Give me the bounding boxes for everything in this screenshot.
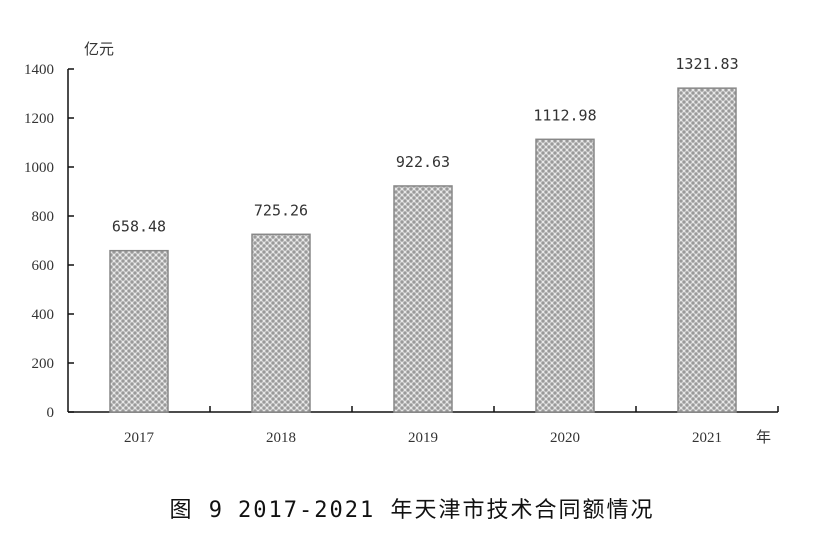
bar-2021: 1321.83 2021 (675, 55, 738, 446)
x-tick-label: 2018 (266, 430, 296, 446)
x-tick-label: 2017 (124, 430, 155, 446)
x-tick-label: 2020 (550, 430, 580, 446)
x-tick-label: 2021 (692, 430, 722, 446)
y-tick-label: 1400 (24, 62, 54, 78)
y-axis-unit-label: 亿元 (84, 40, 114, 58)
bar-2017: 658.48 2017 (109, 218, 169, 446)
y-unit-text: 亿元 (84, 40, 114, 58)
x-unit-text: 年 (756, 428, 771, 446)
bar-value-label: 658.48 (112, 218, 166, 236)
y-tick-label: 800 (32, 209, 55, 225)
bar-value-label: 725.26 (254, 201, 308, 219)
y-tick-label: 600 (32, 258, 55, 274)
y-tick-label: 1000 (24, 160, 54, 176)
figure-number: 图 9 (169, 498, 225, 523)
bar-2020: 1112.98 2020 (533, 106, 596, 446)
bar-value-label: 922.63 (396, 153, 450, 171)
bar-value-label: 1112.98 (533, 106, 596, 124)
y-tick-label: 400 (32, 307, 55, 323)
y-axis: 0 200 400 600 800 1000 1200 1400 (24, 62, 74, 421)
bar-2019: 922.63 2019 (393, 153, 453, 446)
y-tick-label: 1200 (24, 111, 54, 127)
bars: 658.48 2017 725.26 2018 922.63 2019 1112.98 202… (109, 55, 739, 446)
y-tick-label: 0 (47, 405, 55, 421)
figure-caption: 图 9 2017-2021 年天津市技术合同额情况 (0, 492, 824, 524)
bar-value-label: 1321.83 (675, 55, 738, 73)
x-axis-unit-label: 年 (756, 428, 771, 446)
y-tick-label: 200 (32, 356, 55, 372)
bar-2018: 725.26 2018 (251, 201, 311, 446)
figure-title: 2017-2021 年天津市技术合同额情况 (238, 498, 655, 523)
x-tick-label: 2019 (408, 430, 438, 446)
